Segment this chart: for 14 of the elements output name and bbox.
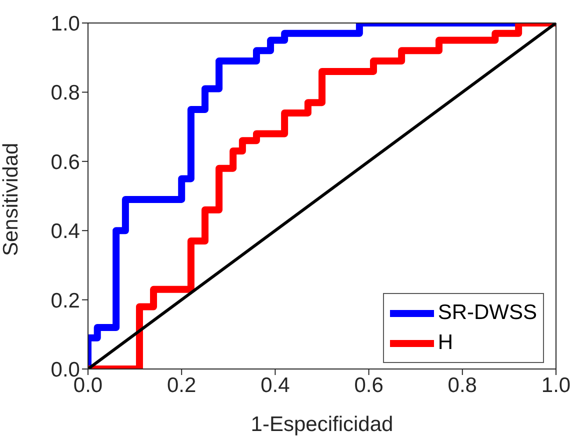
y-tick-label: 1.0 [50, 12, 80, 36]
y-tick-label: 0.4 [50, 220, 80, 244]
y-tick-label: 0.8 [50, 82, 80, 105]
x-tick-label: 0.6 [354, 374, 384, 397]
legend-label: H [438, 331, 453, 355]
x-axis-title: 1-Especificidad [250, 413, 394, 436]
y-axis-title: Sensitividad [0, 142, 22, 256]
x-tick-label: 0.8 [448, 374, 477, 397]
legend-label: SR-DWSS [438, 301, 537, 325]
y-tick-label: 0.6 [50, 150, 80, 174]
x-tick-label: 1.0 [541, 374, 571, 397]
y-tick-label: 0.2 [50, 289, 80, 312]
x-tick-label: 0.2 [167, 374, 196, 397]
x-tick-label: 0.4 [260, 374, 290, 397]
